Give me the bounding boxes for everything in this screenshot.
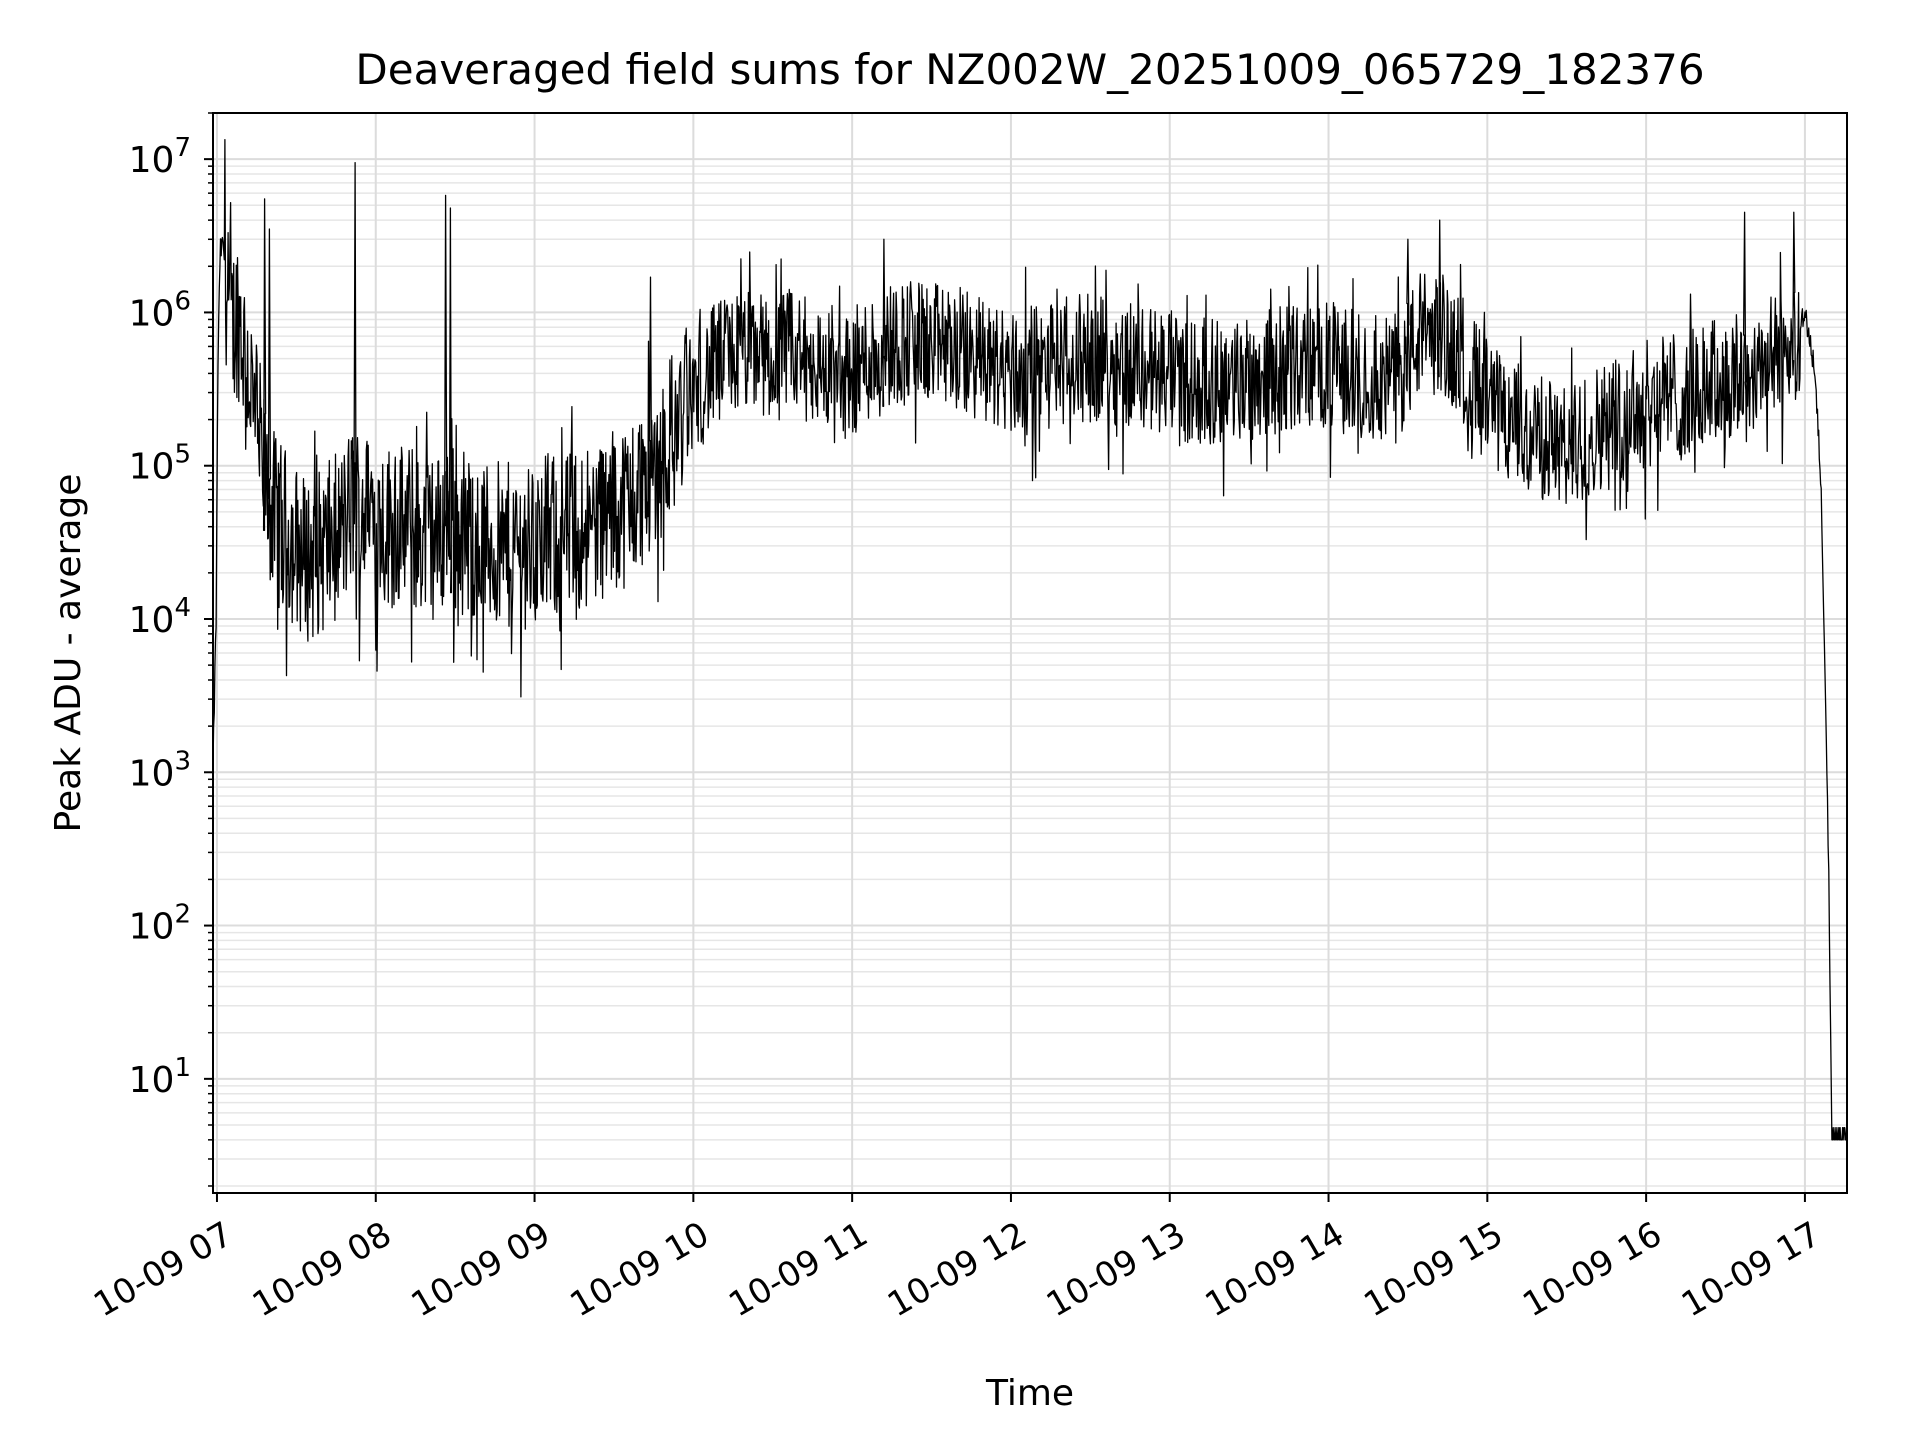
chart-title: Deaveraged field sums for NZ002W_2025100… — [355, 45, 1704, 94]
x-axis-label: Time — [985, 1373, 1074, 1414]
y-tick-label: 106 — [129, 286, 191, 334]
y-tick-label: 104 — [129, 593, 191, 641]
y-tick-label: 101 — [129, 1053, 191, 1101]
grid-lines — [213, 112, 1847, 1193]
y-tick-label: 105 — [129, 440, 191, 488]
y-axis-label: Peak ADU - average — [48, 474, 89, 833]
y-axis: 101 102 103 104 105 106 107 — [129, 112, 213, 1187]
y-tick-label: 103 — [129, 746, 191, 794]
series-layer — [213, 138, 1847, 1141]
data-series-line — [213, 138, 1847, 1141]
y-tick-label: 102 — [129, 900, 191, 948]
plot-area — [213, 138, 1847, 1141]
y-tick-label: 107 — [129, 133, 191, 181]
